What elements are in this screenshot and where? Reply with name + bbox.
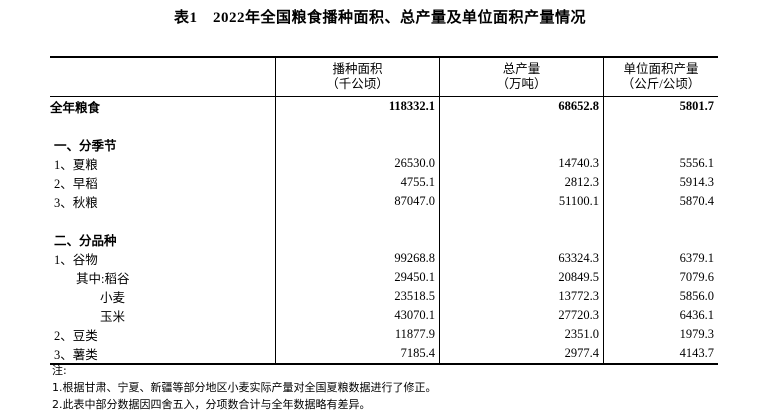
- yield-cell: 5856.0: [603, 287, 718, 306]
- yield-cell: [603, 230, 718, 249]
- header-output-name: 总产量: [502, 62, 541, 76]
- area-cell: 7185.4: [275, 344, 440, 365]
- output-cell: 2977.4: [439, 344, 604, 365]
- table-row: 玉米 43070.1 27720.3 6436.1: [50, 306, 718, 325]
- yield-cell: 5801.7: [603, 96, 718, 116]
- output-cell: 20849.5: [439, 268, 604, 287]
- output-cell: 68652.8: [439, 96, 604, 116]
- yield-cell: 5870.4: [603, 192, 718, 211]
- table-row: 小麦 23518.5 13772.3 5856.0: [50, 287, 718, 306]
- table-row: 2、早稻 4755.1 2812.3 5914.3: [50, 173, 718, 192]
- header-area-name: 播种面积: [332, 62, 383, 76]
- header-yield-unit: （公斤/公顷）: [621, 77, 701, 91]
- area-cell: 118332.1: [275, 96, 440, 116]
- area-cell: 99268.8: [275, 249, 440, 268]
- row-label: 二、分品种: [54, 234, 117, 248]
- yield-cell: 5556.1: [603, 154, 718, 173]
- area-cell: [275, 116, 440, 135]
- row-label: 玉米: [100, 310, 126, 324]
- area-cell: [275, 211, 440, 230]
- notes: 注: 1.根据甘肃、宁夏、新疆等部分地区小麦实际产量对全国夏粮数据进行了修正。 …: [52, 362, 437, 413]
- note-2: 2.此表中部分数据因四舍五入，分项数合计与全年数据略有差异。: [52, 398, 371, 411]
- table-row: 1、谷物 99268.8 63324.3 6379.1: [50, 249, 718, 268]
- output-cell: [439, 116, 604, 135]
- table-row: 1、夏粮 26530.0 14740.3 5556.1: [50, 154, 718, 173]
- header-area-unit: （千公顷）: [326, 77, 389, 91]
- table-row: 全年粮食 118332.1 68652.8 5801.7: [50, 96, 718, 116]
- table-row: [50, 116, 718, 135]
- yield-cell: 7079.6: [603, 268, 718, 287]
- area-cell: 23518.5: [275, 287, 440, 306]
- header-output-unit: （万吨）: [496, 77, 547, 91]
- area-cell: 87047.0: [275, 192, 440, 211]
- area-cell: [275, 230, 440, 249]
- area-cell: 11877.9: [275, 325, 440, 344]
- yield-cell: 6436.1: [603, 306, 718, 325]
- grain-table: 播种面积 （千公顷） 总产量 （万吨） 单位面积产量 （公斤/公顷） 全年粮食 1183…: [50, 56, 718, 365]
- yield-cell: 1979.3: [603, 325, 718, 344]
- output-cell: 63324.3: [439, 249, 604, 268]
- row-label: 全年粮食: [50, 101, 101, 115]
- table-row: 一、分季节: [50, 135, 718, 154]
- output-cell: 2351.0: [439, 325, 604, 344]
- table-row: 其中:稻谷 29450.1 20849.5 7079.6: [50, 268, 718, 287]
- yield-cell: [603, 116, 718, 135]
- yield-cell: [603, 211, 718, 230]
- header-row: 播种面积 （千公顷） 总产量 （万吨） 单位面积产量 （公斤/公顷）: [50, 56, 718, 97]
- output-cell: [439, 211, 604, 230]
- area-cell: 4755.1: [275, 173, 440, 192]
- row-label: 2、早稻: [54, 177, 98, 191]
- row-label: 3、薯类: [50, 344, 276, 365]
- header-output: 总产量 （万吨）: [439, 56, 604, 97]
- output-cell: 51100.1: [439, 192, 604, 211]
- note-1: 1.根据甘肃、宁夏、新疆等部分地区小麦实际产量对全国夏粮数据进行了修正。: [52, 381, 437, 394]
- header-area: 播种面积 （千公顷）: [275, 56, 440, 97]
- row-label: 1、夏粮: [54, 158, 98, 172]
- output-cell: 14740.3: [439, 154, 604, 173]
- yield-cell: [603, 135, 718, 154]
- output-cell: 2812.3: [439, 173, 604, 192]
- row-label: [50, 211, 276, 230]
- area-cell: 43070.1: [275, 306, 440, 325]
- area-cell: 29450.1: [275, 268, 440, 287]
- table-row: 3、秋粮 87047.0 51100.1 5870.4: [50, 192, 718, 211]
- table-row: [50, 211, 718, 230]
- output-cell: [439, 230, 604, 249]
- output-cell: 27720.3: [439, 306, 604, 325]
- table-row: 2、豆类 11877.9 2351.0 1979.3: [50, 325, 718, 344]
- header-yield-name: 单位面积产量: [623, 62, 699, 76]
- row-label: 1、谷物: [54, 253, 98, 267]
- table-row: 3、薯类 7185.4 2977.4 4143.7: [50, 344, 718, 365]
- yield-cell: 6379.1: [603, 249, 718, 268]
- row-label: 小麦: [100, 291, 126, 305]
- table-title: 表1 2022年全国粮食播种面积、总产量及单位面积产量情况: [173, 10, 586, 26]
- notes-heading: 注:: [52, 364, 67, 377]
- row-label: [50, 116, 276, 135]
- yield-cell: 4143.7: [603, 344, 718, 365]
- row-label: 一、分季节: [54, 139, 117, 153]
- output-cell: 13772.3: [439, 287, 604, 306]
- area-cell: 26530.0: [275, 154, 440, 173]
- table-row: 二、分品种: [50, 230, 718, 249]
- row-label: 其中:稻谷: [76, 272, 130, 286]
- area-cell: [275, 135, 440, 154]
- header-empty: [50, 56, 276, 97]
- header-yield: 单位面积产量 （公斤/公顷）: [603, 56, 718, 97]
- yield-cell: 5914.3: [603, 173, 718, 192]
- row-label: 3、秋粮: [54, 196, 98, 210]
- output-cell: [439, 135, 604, 154]
- row-label: 2、豆类: [54, 329, 98, 343]
